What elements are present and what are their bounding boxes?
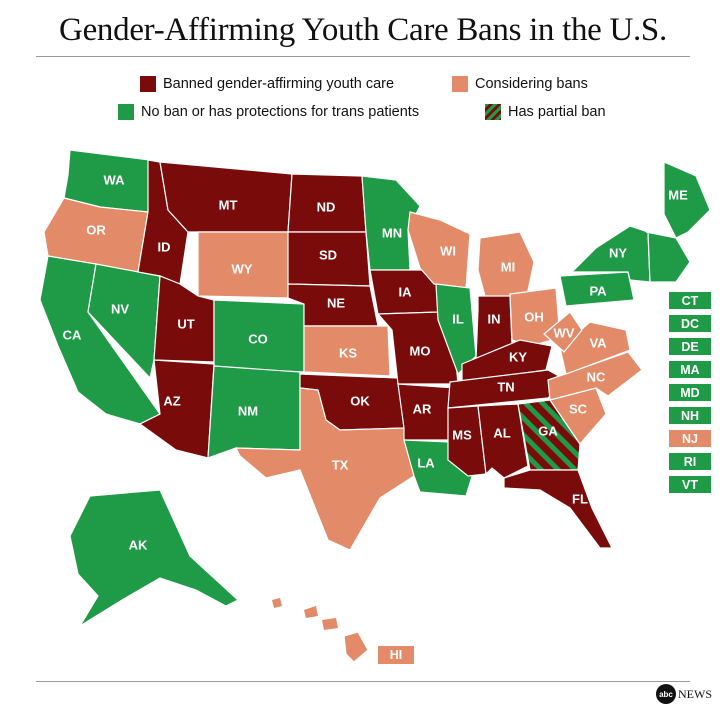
- state-label-id: ID: [158, 239, 171, 254]
- hawaii-island-2: [304, 606, 318, 618]
- state-label-ak: AK: [129, 537, 148, 552]
- state-label-va: VA: [589, 335, 607, 350]
- state-label-nc: NC: [587, 369, 606, 384]
- state-label-pa: PA: [589, 283, 607, 298]
- footer-divider: [36, 681, 690, 682]
- state-shape-ak: [69, 489, 240, 627]
- legend-swatch-banned: [140, 76, 156, 92]
- state-label-mn: MN: [382, 225, 402, 240]
- state-shape-hi: [343, 631, 369, 663]
- state-label-sd: SD: [319, 247, 337, 262]
- small-state-md: MD: [669, 384, 711, 401]
- legend-item-none: No ban or has protections for trans pati…: [118, 104, 419, 120]
- state-shape-ky: [461, 339, 553, 383]
- state-shape-wv: [543, 311, 583, 353]
- legend-swatch-partial: [485, 104, 501, 120]
- state-label-tx: TX: [332, 457, 349, 472]
- state-label-wy: WY: [232, 261, 253, 276]
- abc-news-logo: abc NEWS: [656, 684, 712, 704]
- state-label-mo: MO: [410, 343, 431, 358]
- small-state-dc: DC: [669, 315, 711, 332]
- small-states-column: CT DC DE MA MD NH NJ RI VT: [669, 292, 711, 499]
- state-shape-az: [138, 359, 215, 459]
- state-label-az: AZ: [163, 393, 180, 408]
- small-state-nj: NJ: [669, 430, 711, 447]
- state-label-ms: MS: [452, 427, 472, 442]
- hawaii-island-3: [322, 618, 338, 630]
- abc-logo-mark: abc: [656, 684, 676, 704]
- state-label-ut: UT: [177, 316, 194, 331]
- state-label-wa: WA: [104, 172, 126, 187]
- state-label-ar: AR: [413, 401, 432, 416]
- legend-label-banned: Banned gender-affirming youth care: [163, 76, 395, 92]
- small-state-vt: VT: [669, 476, 711, 493]
- state-label-ky: KY: [509, 349, 527, 364]
- state-label-ok: OK: [350, 393, 370, 408]
- state-label-ga: GA: [538, 423, 558, 438]
- state-shape-mn: [361, 175, 421, 271]
- state-label-wi: WI: [440, 243, 456, 258]
- small-state-nh: NH: [669, 407, 711, 424]
- state-label-wv: WV: [554, 325, 575, 340]
- state-label-ne: NE: [327, 295, 345, 310]
- small-state-ct: CT: [669, 292, 711, 309]
- state-label-al: AL: [493, 425, 510, 440]
- state-shape-pa: [559, 271, 635, 307]
- state-label-la: LA: [417, 455, 435, 470]
- legend-label-partial: Has partial ban: [508, 104, 606, 120]
- legend-item-considering: Considering bans: [452, 76, 588, 92]
- state-shape-tx: [235, 387, 415, 551]
- abc-logo-text: NEWS: [678, 686, 712, 701]
- state-shape-ks: [303, 325, 391, 377]
- new-england-shape: [645, 231, 691, 283]
- state-shape-fl: [503, 469, 613, 549]
- legend-label-considering: Considering bans: [475, 76, 588, 92]
- state-label-nd: ND: [317, 199, 336, 214]
- state-label-sc: SC: [569, 401, 588, 416]
- small-state-ma: MA: [669, 361, 711, 378]
- legend-item-partial: Has partial ban: [485, 104, 606, 120]
- state-label-oh: OH: [524, 309, 544, 324]
- state-shape-nc: [547, 351, 643, 401]
- state-label-me: ME: [668, 187, 688, 202]
- small-state-de: DE: [669, 338, 711, 355]
- state-label-or: OR: [86, 222, 106, 237]
- state-label-hi: HI: [378, 646, 414, 664]
- state-label-ks: KS: [339, 345, 357, 360]
- state-label-ny: NY: [609, 245, 627, 260]
- state-shape-ar: [397, 383, 457, 441]
- state-shape-me: [663, 161, 711, 239]
- state-label-in: IN: [488, 311, 501, 326]
- state-label-il: IL: [452, 311, 464, 326]
- page-title: Gender-Affirming Youth Care Bans in the …: [59, 12, 667, 48]
- state-shape-ga: [517, 399, 581, 471]
- state-label-nm: NM: [238, 403, 258, 418]
- state-label-tn: TN: [497, 379, 514, 394]
- state-label-fl: FL: [572, 491, 588, 506]
- state-label-mt: MT: [219, 197, 238, 212]
- state-label-mi: MI: [501, 259, 515, 274]
- state-shape-ms: [447, 405, 487, 477]
- state-label-co: CO: [248, 331, 268, 346]
- state-label-nv: NV: [111, 301, 129, 316]
- legend-swatch-considering: [452, 76, 468, 92]
- hawaii-island-1: [272, 598, 282, 608]
- legend-item-banned: Banned gender-affirming youth care: [140, 76, 394, 92]
- small-state-ri: RI: [669, 453, 711, 470]
- legend-swatch-none: [118, 104, 134, 120]
- title-divider: [36, 56, 690, 57]
- state-label-ca: CA: [63, 327, 82, 342]
- legend-label-none: No ban or has protections for trans pati…: [141, 104, 420, 120]
- state-label-ia: IA: [399, 284, 413, 299]
